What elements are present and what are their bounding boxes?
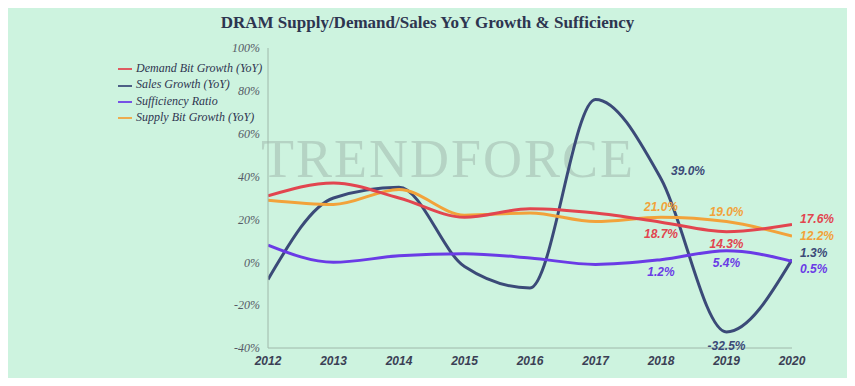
html-text:DRAM Supply/Demand/Sales YoY G: DRAM Supply/Demand/Sales YoY Growth & Su… [220,13,635,32]
svg-text:2014: 2014 [385,354,413,368]
html-text:Supply Bit Growth (YoY): Supply Bit Growth (YoY) [136,109,255,124]
html-text:Demand Bit Growth (YoY): Demand Bit Growth (YoY) [136,61,263,75]
svg-text:-20%: -20% [234,298,260,312]
svg-text:2017: 2017 [581,354,610,368]
svg-text:0.5%: 0.5% [800,262,828,276]
svg-text:80%: 80% [238,84,260,98]
svg-text:2019: 2019 [712,354,740,368]
svg-text:21.0%: 21.0% [643,200,678,214]
svg-text:12.2%: 12.2% [800,229,834,243]
svg-text:0%: 0% [244,256,260,270]
svg-text:2015: 2015 [450,354,478,368]
svg-text:17.6%: 17.6% [800,212,834,226]
svg-text:2013: 2013 [319,354,347,368]
svg-text:-32.5%: -32.5% [707,339,745,353]
svg-text:18.7%: 18.7% [644,227,678,241]
svg-text:2012: 2012 [254,354,282,368]
svg-text:2020: 2020 [778,354,806,368]
html-text:Sufficiency Ratio: Sufficiency Ratio [136,93,218,108]
svg-text:5.4%: 5.4% [713,256,741,270]
svg-text:-40%: -40% [234,341,260,355]
svg-text:40%: 40% [238,170,260,184]
svg-text:100%: 100% [232,41,260,55]
svg-text:20%: 20% [238,213,260,227]
svg-text:60%: 60% [238,127,260,141]
svg-text:2016: 2016 [516,354,544,368]
svg-text:19.0%: 19.0% [709,205,743,219]
svg-text:14.3%: 14.3% [709,237,743,251]
svg-text:39.0%: 39.0% [671,164,705,178]
html-text:Sales Growth (YoY): Sales Growth (YoY) [136,77,230,92]
svg-text:1.2%: 1.2% [647,265,675,279]
svg-text:2018: 2018 [647,354,675,368]
html-text:TRENDFORCE: TRENDFORCE [261,129,635,189]
svg-text:1.3%: 1.3% [800,246,828,260]
